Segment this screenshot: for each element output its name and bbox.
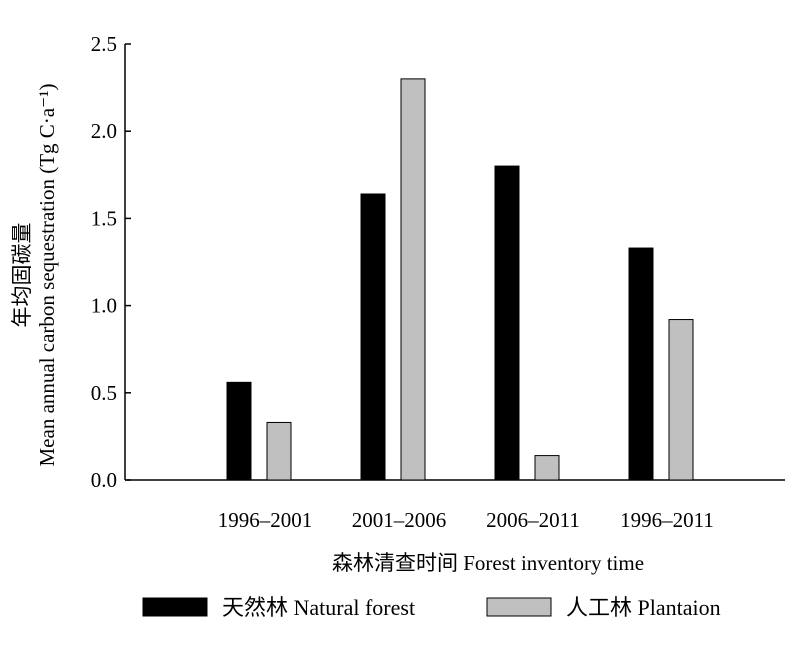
y-tick-label: 0.5 [91,381,117,405]
y-tick-label: 1.5 [91,206,117,230]
x-tick-labels: 1996–2001 2001–2006 2006–2011 1996–2011 [218,508,714,532]
bar-plantation-2 [400,78,426,481]
y-tick-label: 2.0 [91,119,117,143]
x-tick-label: 2006–2011 [486,508,580,532]
bars [226,78,694,481]
x-tick-label: 2001–2006 [352,508,447,532]
bar-natural-forest-2 [360,193,386,481]
y-axis-title-english: Mean annual carbon sequestration (Tg C·a… [35,83,59,466]
bar-plantation-1 [266,421,292,481]
x-axis-title: 森林清查时间 Forest inventory time [332,551,644,575]
legend-swatch-plantation [486,597,552,617]
legend-swatch-natural-forest [142,597,208,617]
y-ticks: 0.0 0.5 1.0 1.5 2.0 2.5 [91,32,131,492]
y-tick-label: 1.0 [91,294,117,318]
bar-plantation-4 [668,319,694,481]
y-tick-label: 0.0 [91,468,117,492]
legend: 天然林 Natural forest 人工林 Plantaion [142,595,721,620]
bar-plantation-3 [534,455,560,481]
legend-label-natural-forest: 天然林 Natural forest [222,595,415,620]
bar-natural-forest-1 [226,381,252,481]
x-tick-label: 1996–2001 [218,508,313,532]
legend-label-plantation: 人工林 Plantaion [566,595,721,620]
x-tick-label: 1996–2011 [620,508,714,532]
y-tick-label: 2.5 [91,32,117,56]
bar-natural-forest-4 [628,247,654,481]
y-axis-title-chinese: 年均固碳量 [10,223,34,328]
bar-natural-forest-3 [494,165,520,481]
